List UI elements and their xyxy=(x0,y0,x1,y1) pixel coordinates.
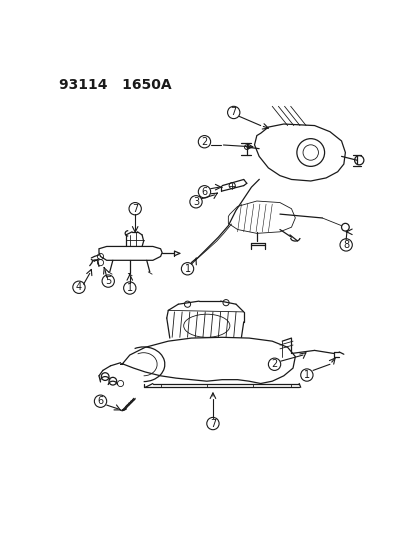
Text: 8: 8 xyxy=(342,240,349,250)
Text: 3: 3 xyxy=(192,197,199,207)
Text: 1: 1 xyxy=(303,370,309,380)
Text: 6: 6 xyxy=(201,187,207,197)
Text: 1: 1 xyxy=(126,283,133,293)
Text: 2: 2 xyxy=(201,137,207,147)
Text: 1: 1 xyxy=(184,264,190,274)
Text: 2: 2 xyxy=(271,359,277,369)
Text: 6: 6 xyxy=(97,396,103,406)
Text: 7: 7 xyxy=(209,418,216,429)
Text: 7: 7 xyxy=(132,204,138,214)
Text: 5: 5 xyxy=(105,276,111,286)
Text: 7: 7 xyxy=(230,108,236,117)
Text: 4: 4 xyxy=(76,282,82,292)
Text: 93114   1650A: 93114 1650A xyxy=(59,78,171,92)
